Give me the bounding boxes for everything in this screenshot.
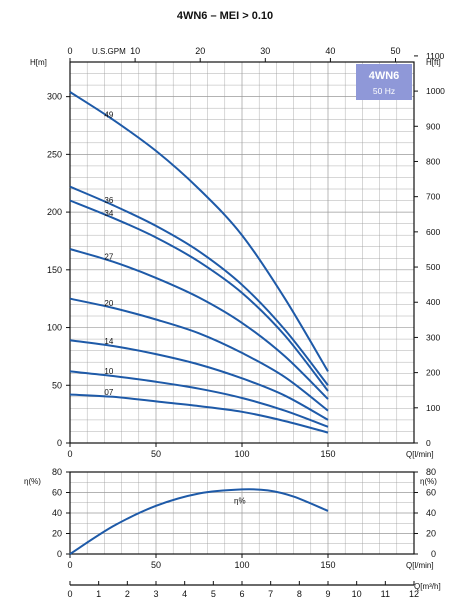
y-tick-label: 300 (47, 92, 62, 102)
x-tick-label: 0 (67, 449, 72, 459)
model-badge (356, 64, 412, 100)
y-right-tick-label: 300 (426, 332, 440, 342)
curve-20 (69, 297, 329, 412)
top-tick-label: 0 (67, 46, 72, 56)
m3h-tick-label: 6 (239, 589, 244, 599)
y-tick-label: 250 (47, 149, 62, 159)
curve-36 (69, 185, 329, 386)
curve-14 (69, 339, 329, 421)
y-right-tick-label: 600 (426, 227, 440, 237)
top-axis-label: U.S.GPM (92, 47, 126, 56)
top-tick-label: 40 (325, 46, 335, 56)
y-right-tick-label: 0 (426, 438, 431, 448)
m3h-tick-label: 8 (297, 589, 302, 599)
y-right-tick-label: 500 (426, 262, 440, 272)
curve-label-27: 27 (104, 253, 113, 262)
y-axis-label-right: H[ft] (426, 58, 441, 67)
efficiency-curve (69, 488, 329, 555)
curve-label-49: 49 (104, 111, 113, 120)
curve-label-20: 20 (104, 299, 113, 308)
eff-y-right-tick-label: 60 (426, 488, 436, 498)
x-tick-label: 50 (151, 449, 161, 459)
m3h-tick-label: 5 (211, 589, 216, 599)
eff-y-right-tick-label: 0 (431, 549, 436, 559)
m3h-tick-label: 10 (352, 589, 362, 599)
curve-label-10: 10 (104, 367, 113, 376)
curve-07 (69, 393, 329, 434)
top-tick-label: 30 (260, 46, 270, 56)
eff-x-tick-label: 0 (67, 560, 72, 570)
m3h-tick-label: 0 (67, 589, 72, 599)
m3h-tick-label: 1 (96, 589, 101, 599)
m3h-axis-label: Q[m³/h] (414, 582, 441, 591)
y-tick-label: 150 (47, 265, 62, 275)
m3h-tick-label: 12 (409, 589, 419, 599)
m3h-tick-label: 9 (325, 589, 330, 599)
y-tick-label: 50 (52, 380, 62, 390)
eff-y-axis-label-left: η(%) (24, 477, 41, 486)
eff-y-axis-label-right: η(%) (420, 477, 437, 486)
m3h-tick-label: 4 (182, 589, 187, 599)
x-tick-label: 150 (320, 449, 335, 459)
eff-y-right-tick-label: 20 (426, 529, 436, 539)
m3h-tick-label: 11 (381, 589, 390, 599)
y-tick-label: 0 (57, 438, 62, 448)
eff-y-tick-label: 60 (52, 488, 62, 498)
x-axis-label: Q[l/min] (406, 450, 434, 459)
curve-34 (69, 199, 329, 392)
eff-y-tick-label: 40 (52, 508, 62, 518)
y-right-tick-label: 1100 (426, 51, 445, 61)
x-tick-label: 100 (234, 449, 249, 459)
top-tick-label: 50 (391, 46, 401, 56)
y-tick-label: 200 (47, 207, 62, 217)
y-right-tick-label: 200 (426, 368, 440, 378)
y-right-tick-label: 700 (426, 192, 440, 202)
m3h-tick-label: 7 (268, 589, 273, 599)
eff-x-tick-label: 50 (151, 560, 161, 570)
eff-y-right-tick-label: 80 (426, 467, 436, 477)
eff-y-tick-label: 20 (52, 529, 62, 539)
badge-model-label: 4WN6 (369, 70, 400, 82)
m3h-tick-label: 2 (125, 589, 130, 599)
eff-y-right-tick-label: 40 (426, 508, 436, 518)
y-right-tick-label: 900 (426, 121, 440, 131)
curve-10 (69, 370, 329, 428)
y-axis-label-left: H[m] (30, 58, 47, 67)
curve-label-14: 14 (104, 337, 113, 346)
curve-label-36: 36 (104, 196, 113, 205)
eff-y-tick-label: 80 (52, 467, 62, 477)
eff-x-tick-label: 150 (320, 560, 335, 570)
efficiency-curve-label: η% (234, 496, 246, 505)
eff-x-axis-label: Q[l/min] (406, 561, 434, 570)
eff-x-tick-label: 100 (234, 560, 249, 570)
y-right-tick-label: 100 (426, 403, 440, 413)
y-tick-label: 100 (47, 323, 62, 333)
y-right-tick-label: 1000 (426, 86, 445, 96)
curve-label-34: 34 (104, 209, 113, 218)
curve-label-07: 07 (104, 388, 113, 397)
curve-27 (69, 248, 329, 400)
y-right-tick-label: 800 (426, 156, 440, 166)
curve-49 (69, 91, 329, 372)
top-tick-label: 10 (130, 46, 140, 56)
y-right-tick-label: 400 (426, 297, 440, 307)
eff-y-tick-label: 0 (57, 549, 62, 559)
top-tick-label: 20 (195, 46, 205, 56)
m3h-tick-label: 3 (153, 589, 158, 599)
page-title: 4WN6 – MEI > 0.10 (176, 10, 274, 22)
badge-frequency-label: 50 Hz (373, 86, 395, 96)
